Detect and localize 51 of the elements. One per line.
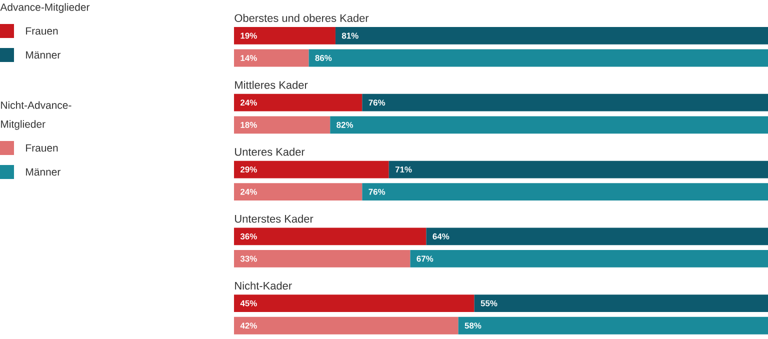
legend-label: Männer [26,51,60,59]
data-label: 42% [240,322,257,329]
legend-label: Männer [26,168,60,176]
bar [234,116,330,134]
bar [335,26,768,44]
data-label: 76% [368,188,386,195]
data-label: 14% [240,55,257,61]
y-tick-label: Unteres Kader [235,148,305,156]
bar [410,250,768,268]
bar [474,294,768,312]
data-label: 33% [240,256,257,262]
bar [330,116,768,134]
data-label: 29% [240,166,257,173]
data-label: 64% [432,233,450,240]
bar [426,228,768,246]
y-tick-label: Mittleres Kader [235,80,308,89]
data-label: 71% [395,166,412,172]
legend-label: Frauen [26,144,58,152]
bar [458,316,768,334]
data-label: 67% [416,256,434,262]
bar [362,94,768,112]
data-label: 55% [480,300,498,306]
y-tick-label: Nicht-Kader [235,282,292,290]
data-label: 45% [240,300,257,306]
data-label: 82% [336,122,354,128]
bar [362,183,768,201]
bar [234,250,410,268]
data-label: 24% [240,100,257,106]
bar [234,183,362,201]
data-label: 18% [240,122,257,128]
data-label: 24% [240,188,257,195]
legend-label: Frauen [26,27,58,35]
bar [234,160,389,178]
bar [234,294,474,312]
data-label: 36% [240,233,257,240]
bar [388,160,768,178]
bar [234,26,336,44]
text: Advance-Mitglieder [0,3,90,13]
y-tick-label: Oberstes und oberes Kader [234,14,369,22]
bar [234,228,426,246]
data-label: 86% [315,55,332,61]
data-label: 81% [342,32,358,39]
bar [234,316,458,334]
data-label: 19% [240,32,257,39]
y-tick-label: Unterstes Kader [235,214,314,223]
text: Nicht-Advance-Mitglieder [1,101,72,130]
data-label: 58% [464,322,482,329]
bar [234,94,362,112]
data-label: 76% [368,100,386,106]
bar [234,49,309,67]
bar [308,49,768,67]
